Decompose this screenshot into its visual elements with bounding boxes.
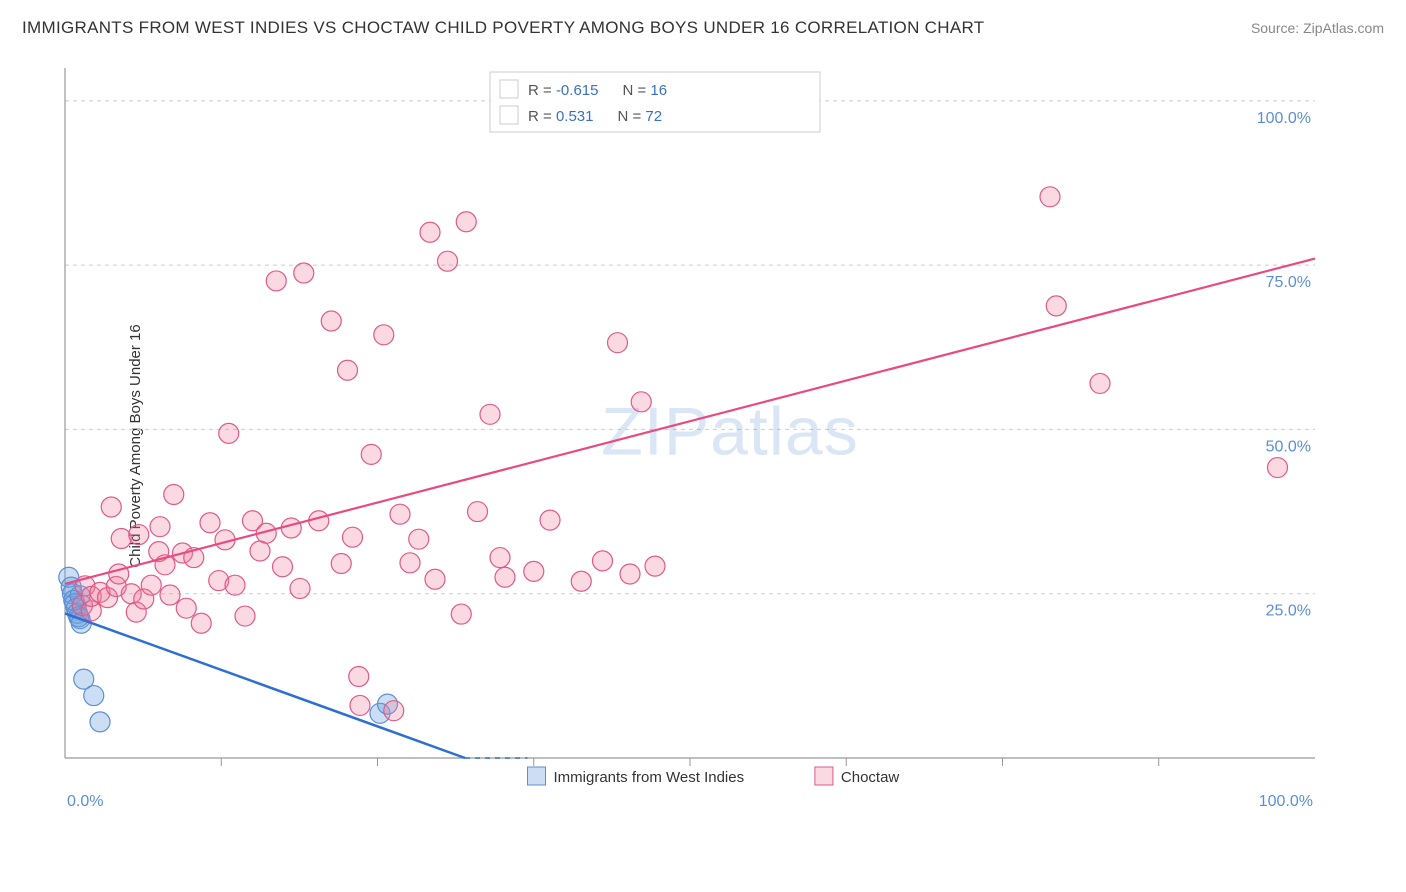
data-point-blue <box>84 686 104 706</box>
y-tick-label: 75.0% <box>1266 274 1311 291</box>
data-point-pink <box>225 575 245 595</box>
legend-swatch-pink <box>500 106 518 124</box>
y-tick-label: 25.0% <box>1266 603 1311 620</box>
data-point-pink <box>425 569 445 589</box>
data-point-pink <box>645 556 665 576</box>
data-point-pink <box>409 529 429 549</box>
data-point-pink <box>456 212 476 232</box>
data-point-pink <box>420 222 440 242</box>
bottom-legend-swatch-pink <box>815 767 833 785</box>
data-point-pink <box>294 263 314 283</box>
data-point-pink <box>160 585 180 605</box>
data-point-pink <box>331 553 351 573</box>
data-point-pink <box>281 518 301 538</box>
bottom-legend-swatch-blue <box>528 767 546 785</box>
data-point-pink <box>608 333 628 353</box>
data-point-pink <box>374 325 394 345</box>
data-point-pink <box>343 527 363 547</box>
chart-plot-area: 25.0%50.0%75.0%100.0%0.0%100.0%ZIPatlasR… <box>55 58 1385 818</box>
data-point-pink <box>490 548 510 568</box>
data-point-pink <box>290 578 310 598</box>
data-point-pink <box>191 613 211 633</box>
data-point-pink <box>219 423 239 443</box>
legend-stat-row: R = -0.615N = 16 <box>528 82 667 99</box>
data-point-pink <box>361 444 381 464</box>
legend-swatch-blue <box>500 80 518 98</box>
data-point-pink <box>571 571 591 591</box>
data-point-pink <box>1040 187 1060 207</box>
data-point-pink <box>438 251 458 271</box>
data-point-pink <box>338 360 358 380</box>
scatter-chart-svg: 25.0%50.0%75.0%100.0%0.0%100.0%ZIPatlasR… <box>55 58 1385 858</box>
source-attribution: Source: ZipAtlas.com <box>1251 20 1384 36</box>
bottom-legend-label: Choctaw <box>841 769 900 786</box>
data-point-pink <box>593 551 613 571</box>
data-point-pink <box>349 667 369 687</box>
data-point-pink <box>1046 296 1066 316</box>
source-label: Source: <box>1251 20 1299 36</box>
data-point-pink <box>164 484 184 504</box>
data-point-pink <box>400 553 420 573</box>
trend-line-blue <box>65 613 465 758</box>
data-point-pink <box>540 510 560 530</box>
data-point-pink <box>129 525 149 545</box>
data-point-pink <box>620 564 640 584</box>
legend-stats-box: R = -0.615N = 16R = 0.531N = 72 <box>490 72 820 132</box>
data-point-pink <box>250 541 270 561</box>
data-point-pink <box>266 271 286 291</box>
data-point-pink <box>1090 373 1110 393</box>
data-point-pink <box>101 497 121 517</box>
data-point-pink <box>451 604 471 624</box>
y-tick-label: 100.0% <box>1257 110 1311 127</box>
data-point-pink <box>235 606 255 626</box>
chart-title: IMMIGRANTS FROM WEST INDIES VS CHOCTAW C… <box>22 18 984 38</box>
x-tick-label: 100.0% <box>1259 793 1313 810</box>
bottom-legend-label: Immigrants from West Indies <box>554 769 745 786</box>
data-point-pink <box>150 517 170 537</box>
source-name: ZipAtlas.com <box>1303 20 1384 36</box>
data-point-pink <box>321 311 341 331</box>
data-point-pink <box>524 561 544 581</box>
data-point-pink <box>200 513 220 533</box>
data-point-pink <box>468 502 488 522</box>
data-point-pink <box>350 695 370 715</box>
data-point-pink <box>111 529 131 549</box>
x-tick-label: 0.0% <box>67 793 103 810</box>
data-point-pink <box>631 392 651 412</box>
data-point-pink <box>176 598 196 618</box>
data-point-pink <box>141 575 161 595</box>
data-point-pink <box>495 567 515 587</box>
data-point-pink <box>384 701 404 721</box>
y-tick-label: 50.0% <box>1266 438 1311 455</box>
bottom-legend: Immigrants from West Indies Choctaw <box>528 767 900 786</box>
data-point-pink <box>390 504 410 524</box>
data-point-pink <box>1268 458 1288 478</box>
data-point-blue <box>90 712 110 732</box>
trend-line-pink <box>65 259 1315 584</box>
data-point-pink <box>273 557 293 577</box>
data-point-pink <box>480 404 500 424</box>
